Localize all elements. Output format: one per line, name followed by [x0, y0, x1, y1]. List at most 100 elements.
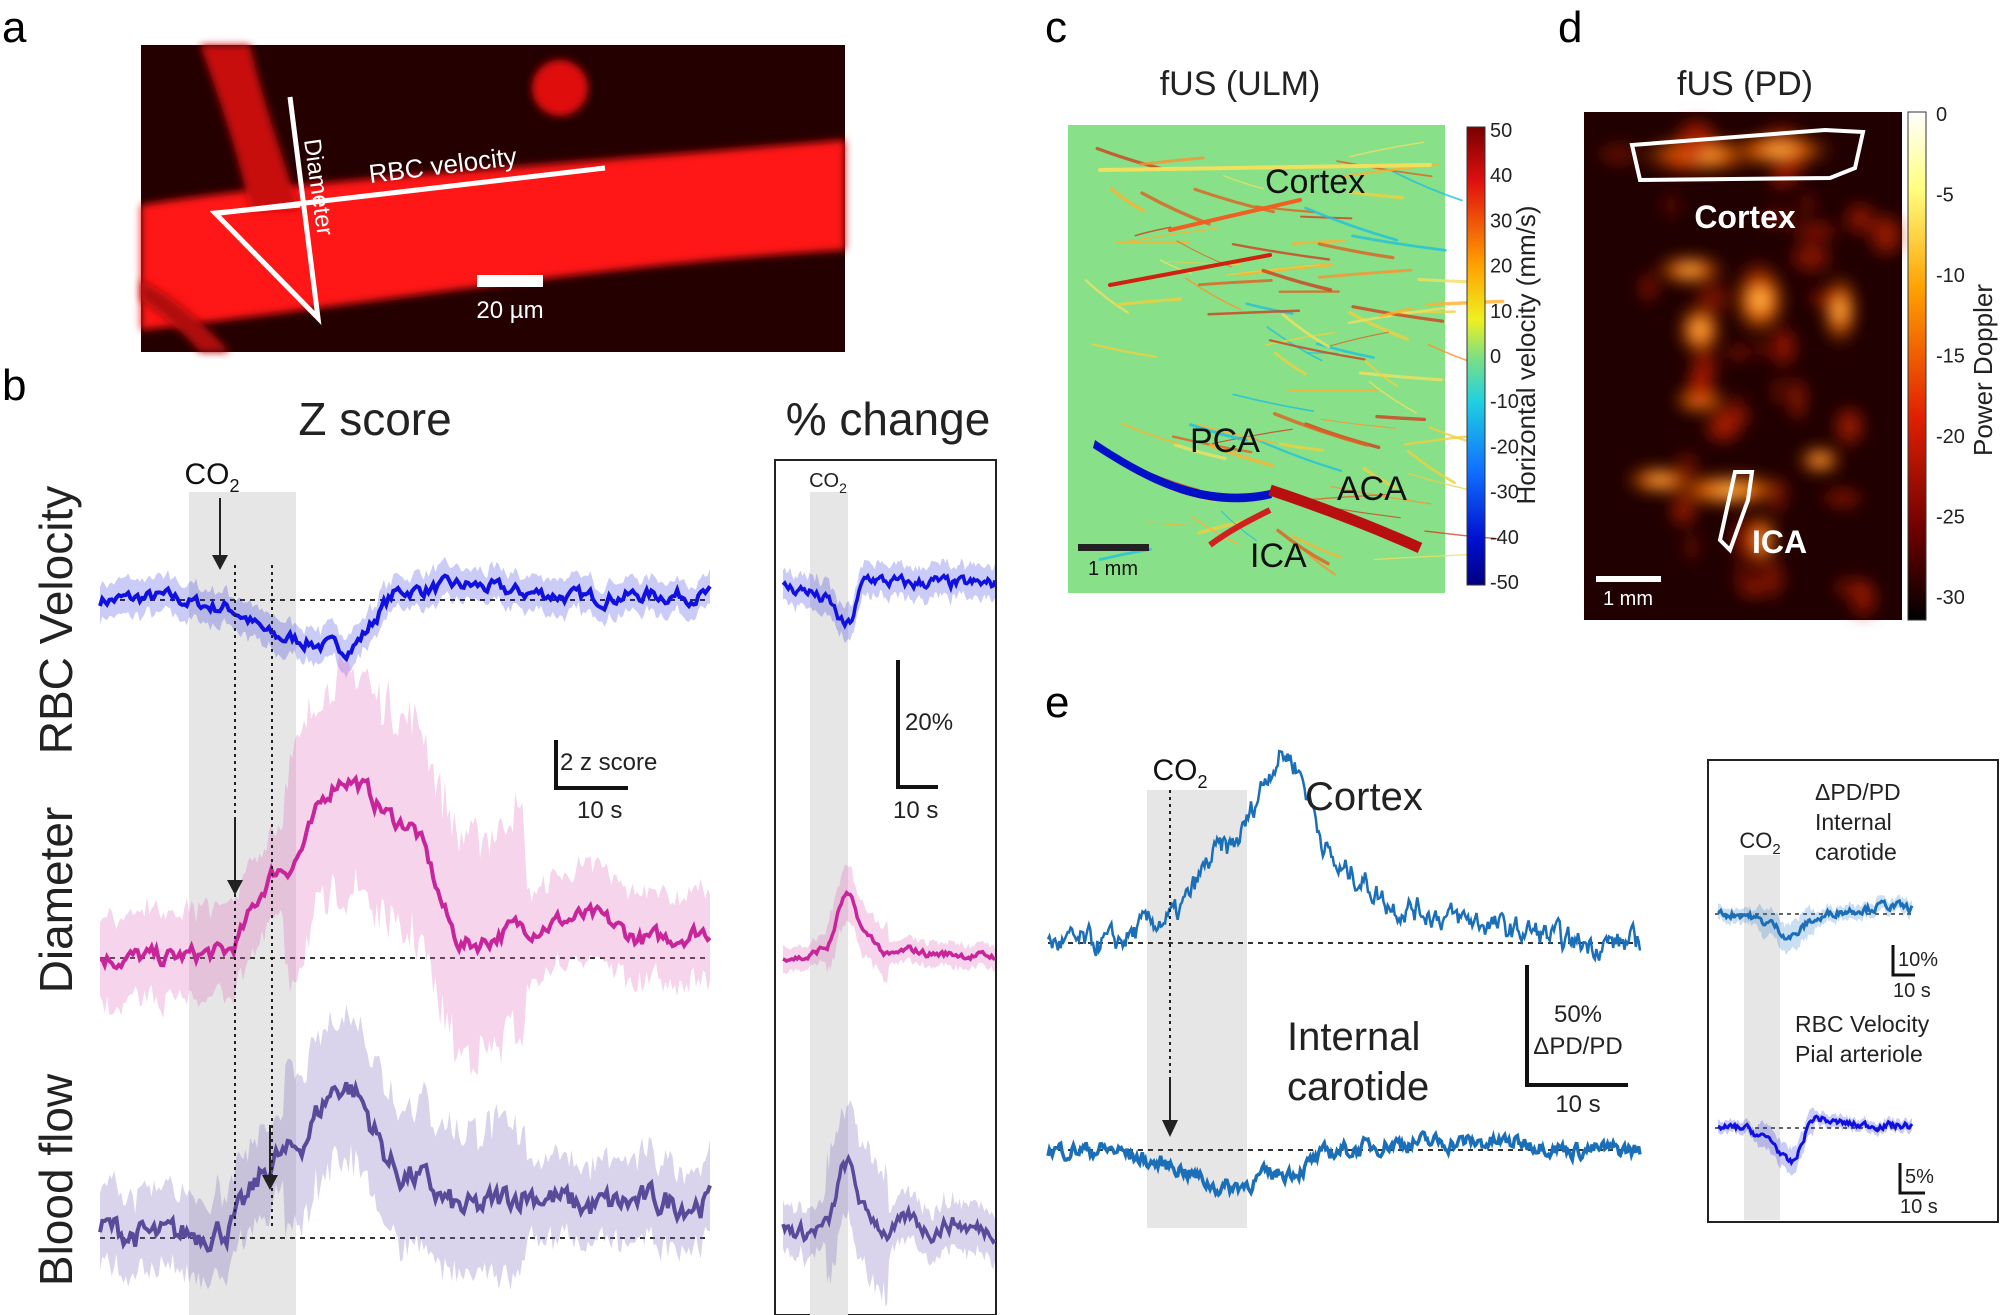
- scalebar-d: [1596, 576, 1661, 582]
- ulm-microvessel: [1425, 299, 1505, 307]
- scalebar-e-y-1: 50%: [1554, 1001, 1602, 1028]
- scalebar-a: [477, 275, 543, 287]
- inset-bottom-label-2: Pial arteriole: [1795, 1041, 1923, 1067]
- ulm-microvessel: [1122, 227, 1218, 244]
- pd-signal: [1799, 192, 1816, 216]
- inset-bottom-trace: [1717, 1114, 1914, 1167]
- ulm-microvessel: [1261, 268, 1333, 292]
- pd-signal: [1791, 379, 1805, 420]
- ulm-microvessel: [1189, 423, 1248, 442]
- ulm-microvessel: [1273, 351, 1307, 376]
- ulm-microvessel: [1375, 414, 1427, 422]
- pd-signal: [1744, 262, 1772, 288]
- ica-trace: [1046, 1129, 1642, 1199]
- pca-vessel: [1093, 440, 1272, 503]
- ulm-microvessel: [1368, 381, 1417, 414]
- colorbar-tick-label: 50: [1490, 120, 1512, 142]
- pct-change-box: [774, 459, 997, 1315]
- scalebar-t-label: 10 s: [577, 797, 622, 824]
- onset-arrow-e: [1162, 1120, 1178, 1137]
- pd-label-ica: ICA: [1752, 524, 1807, 560]
- panel-d-title: fUS (PD): [1677, 65, 1813, 103]
- row-label-velocity: RBC Velocity: [30, 486, 82, 754]
- co2-label-e: CO2: [1152, 754, 1207, 792]
- velocity-band: [100, 556, 710, 679]
- ulm-microvessel: [1226, 264, 1321, 276]
- flow-band: [100, 1004, 710, 1291]
- ulm-microvessel: [1232, 393, 1315, 412]
- label-ica-e-2: carotide: [1287, 1065, 1429, 1109]
- pd-cortex-roi: [1629, 127, 1866, 183]
- ulm-microvessel: [1281, 313, 1331, 349]
- ulm-label-ica: ICA: [1250, 537, 1307, 575]
- ulm-microvessel: [1231, 242, 1331, 261]
- inset-bottom-label-1: RBC Velocity: [1795, 1011, 1930, 1037]
- ulm-label-cortex: Cortex: [1265, 163, 1365, 201]
- ulm-microvessel: [1348, 310, 1409, 341]
- colorbar-tick-label: 20: [1490, 256, 1512, 278]
- pd-signal: [1761, 560, 1784, 597]
- pd-colorbar-label: Power Doppler: [1968, 284, 1998, 456]
- pd-signal: [1664, 193, 1678, 218]
- colorbar-tick-label: -20: [1490, 436, 1519, 458]
- ulm-vessel: [1108, 253, 1272, 287]
- label-cortex-e: Cortex: [1305, 775, 1423, 819]
- co2-window-e: [1147, 790, 1247, 1228]
- ulm-microvessel: [1272, 412, 1369, 447]
- pct-velocity-trace: [781, 572, 997, 630]
- ulm-microvessel: [1115, 297, 1183, 307]
- ulm-microvessel: [1347, 190, 1405, 200]
- ulm-microvessel: [1328, 331, 1389, 347]
- colorbar-tick-label: -10: [1490, 391, 1519, 413]
- scalebar-c: [1078, 544, 1149, 551]
- onset-markers: [212, 498, 278, 1230]
- pd-signal: [1795, 445, 1845, 475]
- pd-signal: [1773, 376, 1787, 406]
- inset-top-label-2: Internal: [1815, 809, 1892, 835]
- inset-top-trace: [1717, 898, 1914, 942]
- ulm-microvessel: [1190, 516, 1239, 545]
- co2-window-b: [189, 492, 296, 1315]
- ulm-microvessel: [1406, 449, 1456, 485]
- ulm-microvessel: [1173, 443, 1227, 461]
- pct-flow-band: [783, 1099, 995, 1307]
- scalebar-e-y-2: ΔPD/PD: [1533, 1033, 1622, 1060]
- pd-signal: [1732, 563, 1762, 587]
- ulm-vessel: [1168, 198, 1302, 232]
- panel-label-b: b: [2, 361, 26, 410]
- ulm-colorbar-label: Horizontal velocity (mm/s): [1511, 205, 1541, 504]
- ulm-microvessel: [1349, 141, 1425, 158]
- pd-signal: [1792, 242, 1830, 272]
- ica-vessel: [1208, 507, 1272, 548]
- ulm-microvessel: [1095, 146, 1163, 171]
- scalebar-c-label: 1 mm: [1088, 558, 1138, 580]
- inset-bottom-scale-t: 10 s: [1900, 1196, 1938, 1218]
- ulm-microvessel: [1138, 156, 1205, 166]
- colorbar-tick-label: -20: [1936, 426, 1965, 448]
- panel-b-title-z: Z score: [298, 393, 451, 445]
- ulm-label-pca: PCA: [1190, 422, 1260, 460]
- diameter-band: [100, 653, 710, 1076]
- label-ica-e-1: Internal: [1287, 1015, 1420, 1059]
- pd-signal: [1720, 132, 1840, 168]
- ulm-microvessel: [1134, 226, 1172, 237]
- pd-signal: [1771, 478, 1785, 516]
- ulm-microvessel: [1197, 423, 1277, 445]
- panel-c-image: Cortex PCA ACA ICA 1 mm: [1068, 125, 1505, 593]
- ulm-label-aca: ACA: [1337, 470, 1407, 508]
- pd-signal: [1697, 284, 1729, 313]
- ulm-microvessel: [1207, 309, 1301, 316]
- cortex-trace: [1046, 749, 1642, 963]
- inset-bottom-scale: 5%: [1905, 1166, 1934, 1188]
- ulm-microvessel: [1264, 331, 1336, 346]
- ulm-microvessel: [1109, 187, 1146, 213]
- ulm-colorbar-ticks: 50 40 30 20 10 0 -10 -20 -30 -40 -50: [1490, 120, 1519, 594]
- ulm-microvessel: [1361, 357, 1399, 388]
- panel-label-e: e: [1045, 678, 1069, 727]
- panel-a-image: Diameter RBC velocity 20 µm: [141, 45, 845, 352]
- pd-signal: [1692, 348, 1718, 384]
- ulm-microvessel: [1373, 554, 1469, 561]
- scalebar-a-label: 20 µm: [476, 297, 543, 324]
- panel-d-image: Cortex ICA 1 mm: [1584, 112, 1902, 620]
- ulm-microvessel: [1120, 422, 1180, 445]
